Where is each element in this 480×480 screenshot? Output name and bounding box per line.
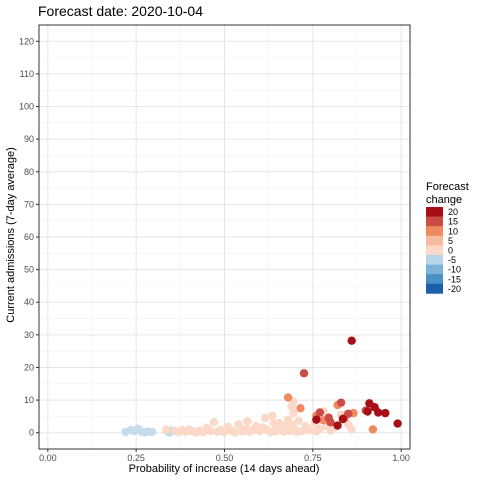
data-points bbox=[121, 336, 402, 437]
y-axis-title: Current admissions (7-day average) bbox=[5, 147, 17, 322]
data-point bbox=[234, 420, 243, 429]
legend-swatch bbox=[426, 283, 443, 294]
y-tick-label: 50 bbox=[24, 265, 34, 275]
legend-label: -15 bbox=[448, 274, 461, 284]
data-point bbox=[374, 408, 383, 417]
y-tick-label: 100 bbox=[19, 102, 34, 112]
data-point bbox=[347, 336, 356, 345]
y-axis-ticks: 0 10 20 30 40 50 60 70 80 90 100 110 120 bbox=[19, 36, 39, 438]
data-point bbox=[296, 404, 305, 413]
y-tick-label: 30 bbox=[24, 330, 34, 340]
y-tick-label: 10 bbox=[24, 395, 34, 405]
x-tick-label: 0.25 bbox=[127, 453, 145, 463]
y-tick-label: 70 bbox=[24, 199, 34, 209]
y-tick-label: 110 bbox=[20, 69, 34, 79]
legend-swatch bbox=[426, 235, 443, 246]
data-point bbox=[338, 414, 348, 424]
data-point bbox=[343, 409, 353, 418]
legend-label: -10 bbox=[448, 265, 461, 275]
legend-label: 15 bbox=[448, 217, 458, 227]
legend-label: -20 bbox=[448, 284, 461, 294]
x-axis-title: Probability of increase (14 days ahead) bbox=[129, 463, 320, 475]
data-point bbox=[162, 425, 171, 434]
data-point bbox=[299, 369, 309, 378]
data-point bbox=[336, 398, 346, 407]
data-point bbox=[287, 402, 296, 411]
data-point bbox=[363, 407, 372, 416]
legend-swatch bbox=[426, 264, 443, 275]
data-point bbox=[315, 424, 325, 433]
data-point bbox=[260, 413, 270, 423]
y-tick-label: 20 bbox=[24, 362, 34, 372]
data-point bbox=[347, 425, 356, 434]
legend-label: 20 bbox=[448, 207, 458, 217]
legend-title-line-2: change bbox=[426, 194, 462, 206]
data-point bbox=[209, 418, 219, 427]
data-point bbox=[326, 418, 335, 427]
y-tick-label: 120 bbox=[19, 36, 34, 46]
y-tick-label: 40 bbox=[24, 297, 34, 307]
data-point bbox=[289, 408, 298, 418]
y-tick-label: 90 bbox=[24, 134, 34, 144]
x-tick-label: 0.50 bbox=[216, 453, 234, 463]
data-point bbox=[268, 411, 277, 420]
legend-title-line-1: Forecast bbox=[426, 181, 469, 193]
data-point bbox=[243, 417, 252, 426]
data-point bbox=[312, 415, 321, 424]
data-point bbox=[230, 428, 240, 437]
legend-label: 5 bbox=[448, 236, 453, 246]
y-tick-label: 60 bbox=[24, 232, 34, 242]
y-tick-label: 0 bbox=[29, 428, 34, 438]
legend-label: 0 bbox=[448, 246, 453, 256]
data-point bbox=[294, 416, 303, 426]
y-tick-label: 80 bbox=[24, 167, 34, 177]
legend-label: -5 bbox=[448, 255, 456, 265]
legend-swatch bbox=[426, 255, 443, 265]
legend-swatch bbox=[426, 226, 443, 237]
x-tick-label: 1.00 bbox=[392, 453, 410, 463]
legend-swatch bbox=[426, 274, 443, 285]
legend-swatch bbox=[426, 216, 443, 227]
legend-label: 10 bbox=[448, 226, 458, 236]
x-tick-label: 0.00 bbox=[39, 453, 57, 463]
data-point bbox=[381, 408, 390, 418]
legend-swatch bbox=[426, 207, 443, 217]
data-point bbox=[368, 425, 378, 434]
data-point bbox=[333, 421, 342, 430]
data-point bbox=[315, 408, 325, 417]
data-point bbox=[393, 419, 402, 428]
data-point bbox=[147, 427, 157, 437]
x-tick-label: 0.75 bbox=[304, 453, 322, 463]
x-axis-ticks: 0.00 0.25 0.50 0.75 1.00 bbox=[39, 449, 410, 463]
data-point bbox=[305, 425, 314, 435]
legend-swatch bbox=[426, 245, 443, 256]
chart-title: Forecast date: 2020-10-04 bbox=[38, 3, 203, 19]
data-point bbox=[206, 426, 215, 436]
data-point bbox=[283, 393, 293, 402]
